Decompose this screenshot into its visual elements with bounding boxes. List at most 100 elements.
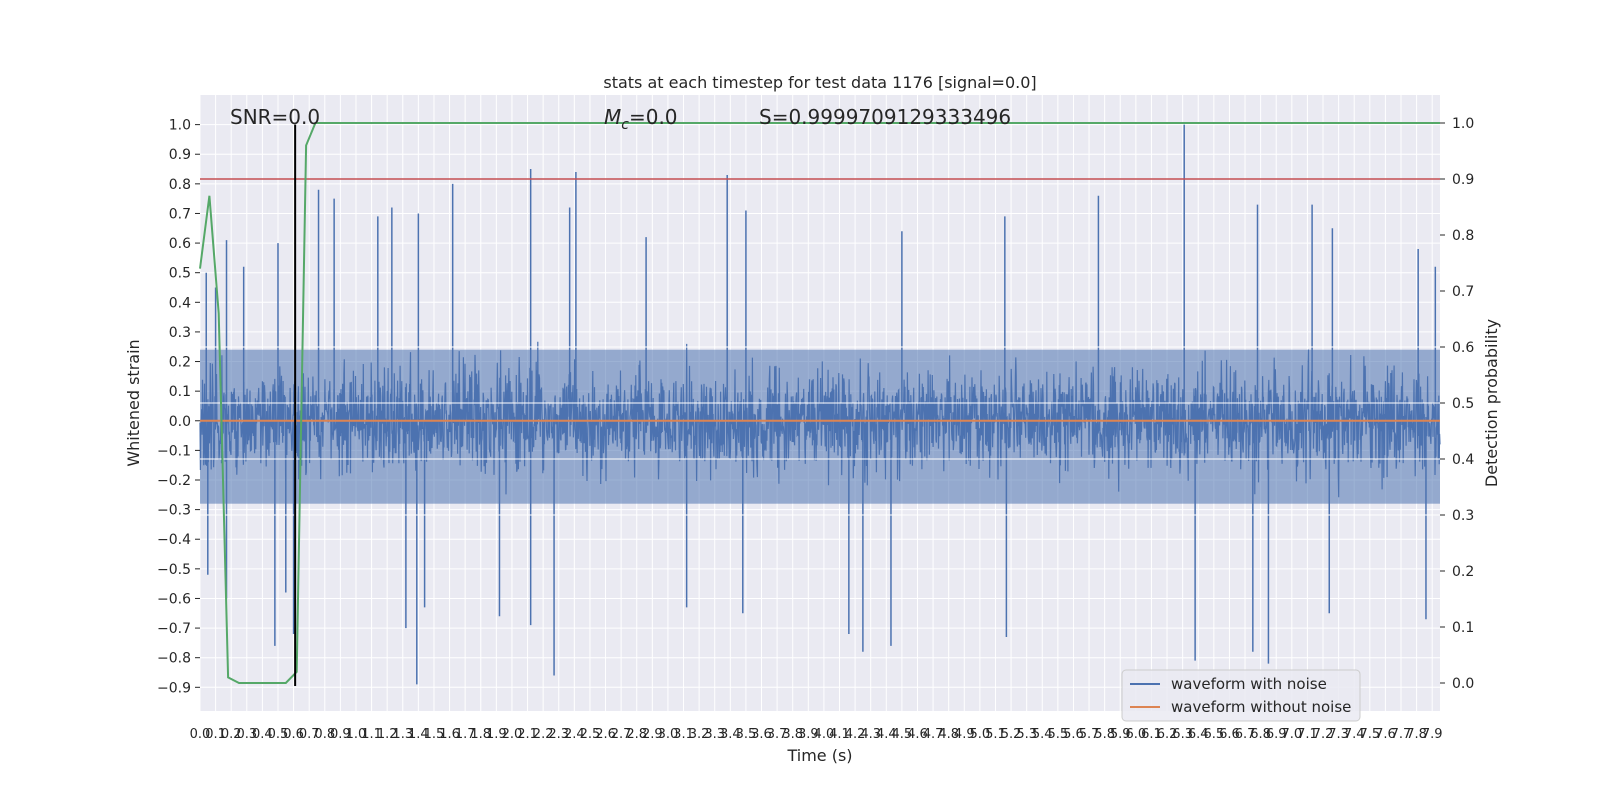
score-annotation: S=0.9999709129333496 <box>759 105 1011 129</box>
x-tick-label: 7.0 <box>1281 727 1302 742</box>
y-tick-label: −0.7 <box>157 621 191 637</box>
x-tick-label: 6.6 <box>1219 727 1240 742</box>
y2-tick-label: 0.1 <box>1452 620 1474 636</box>
y-axis-label: Whitened strain <box>124 339 143 466</box>
y-tick-label: −0.1 <box>157 443 191 459</box>
x-tick-label: 0.5 <box>268 727 289 742</box>
x-tick-label: 0.8 <box>314 727 335 742</box>
y-tick-label: −0.3 <box>157 503 191 519</box>
x-tick-label: 2.7 <box>611 727 632 742</box>
y-tick-label: 1.0 <box>169 118 191 134</box>
x-tick-label: 6.5 <box>1203 727 1224 742</box>
x-tick-label: 4.5 <box>892 727 913 742</box>
x-tick-label: 0.9 <box>330 727 351 742</box>
x-tick-label: 5.1 <box>985 727 1006 742</box>
y2-tick-label: 0.4 <box>1452 452 1474 468</box>
x-tick-label: 3.2 <box>689 727 710 742</box>
x-tick-label: 7.9 <box>1422 727 1443 742</box>
x-tick-label: 0.0 <box>190 727 211 742</box>
y-axis-ticks: −0.9 −0.8 −0.7 −0.6 −0.5 −0.4 −0.3 −0.2 −0.1 0.0 0… <box>157 118 200 696</box>
x-tick-label: 3.0 <box>658 727 679 742</box>
chirp-mass-subscript: c <box>621 117 629 133</box>
series-waveform-with-noise <box>199 124 1441 685</box>
x-tick-label: 3.8 <box>782 727 803 742</box>
x-tick-label: 0.3 <box>236 727 257 742</box>
x-tick-label: 2.5 <box>580 727 601 742</box>
x-tick-label: 1.5 <box>424 727 445 742</box>
x-tick-label: 2.8 <box>626 727 647 742</box>
legend-box <box>1121 669 1361 722</box>
x-tick-label: 4.2 <box>845 727 866 742</box>
y2-tick-label: 0.6 <box>1452 340 1474 356</box>
y-tick-label: −0.4 <box>157 532 191 548</box>
x-tick-label: 6.3 <box>1172 727 1193 742</box>
x-tick-label: 3.9 <box>798 727 819 742</box>
x-tick-label: 7.3 <box>1328 727 1349 742</box>
x-tick-label: 5.8 <box>1094 727 1115 742</box>
x-tick-label: 5.4 <box>1032 727 1053 742</box>
x-tick-label: 1.7 <box>455 727 476 742</box>
y2-tick-label: 0.9 <box>1452 172 1474 188</box>
snr-annotation: SNR=0.0 <box>230 105 320 129</box>
x-axis-label: Time (s) <box>786 746 852 765</box>
x-tick-label: 4.4 <box>876 727 897 742</box>
chirp-mass-symbol: M <box>604 105 621 129</box>
x-tick-label: 2.4 <box>564 727 585 742</box>
x-tick-label: 4.1 <box>829 727 850 742</box>
y-tick-label: 0.0 <box>169 414 191 430</box>
x-tick-label: 5.2 <box>1001 727 1022 742</box>
y-tick-label: 0.1 <box>169 384 191 400</box>
x-tick-label: 4.8 <box>938 727 959 742</box>
y2-axis-label: Detection probability <box>1482 319 1501 487</box>
x-tick-label: 2.1 <box>517 727 538 742</box>
x-tick-label: 3.1 <box>673 727 694 742</box>
y-tick-label: 0.4 <box>169 295 191 311</box>
y-tick-label: 0.8 <box>169 177 191 193</box>
x-tick-label: 3.7 <box>767 727 788 742</box>
x-axis-ticks: 0.00.10.20.30.40.50.60.70.80.91.01.11.21… <box>190 727 1443 742</box>
y-tick-label: 0.2 <box>169 355 191 371</box>
x-tick-label: 5.9 <box>1110 727 1131 742</box>
y2-tick-label: 0.3 <box>1452 508 1474 524</box>
x-tick-label: 4.6 <box>907 727 928 742</box>
y-tick-label: −0.6 <box>157 591 191 607</box>
y2-tick-label: 0.2 <box>1452 564 1474 580</box>
y-tick-label: 0.3 <box>169 325 191 341</box>
x-tick-label: 5.3 <box>1016 727 1037 742</box>
x-tick-label: 4.3 <box>860 727 881 742</box>
y-tick-label: −0.2 <box>157 473 191 489</box>
x-tick-label: 5.0 <box>970 727 991 742</box>
legend-label-waveform-without-noise: waveform without noise <box>1171 698 1351 716</box>
x-tick-label: 2.6 <box>595 727 616 742</box>
x-tick-label: 4.0 <box>814 727 835 742</box>
x-tick-label: 2.0 <box>502 727 523 742</box>
x-tick-label: 3.3 <box>704 727 725 742</box>
x-tick-label: 5.7 <box>1079 727 1100 742</box>
x-tick-label: 2.3 <box>548 727 569 742</box>
chirp-mass-annotation: Mc=0.0 <box>604 105 678 133</box>
x-tick-label: 2.9 <box>642 727 663 742</box>
waveform-with-noise-band <box>200 349 1440 504</box>
y-tick-label: −0.9 <box>157 680 191 696</box>
x-tick-label: 0.1 <box>205 727 226 742</box>
legend: waveform with noise waveform without noi… <box>1121 669 1361 722</box>
chirp-mass-value: =0.0 <box>629 105 678 129</box>
x-tick-label: 7.8 <box>1406 727 1427 742</box>
legend-label-waveform-with-noise: waveform with noise <box>1171 675 1327 693</box>
x-tick-label: 7.4 <box>1344 727 1365 742</box>
x-tick-label: 7.1 <box>1297 727 1318 742</box>
x-tick-label: 7.2 <box>1313 727 1334 742</box>
y2-tick-label: 1.0 <box>1452 116 1474 132</box>
series-lines <box>199 122 1440 686</box>
y-tick-label: −0.8 <box>157 651 191 667</box>
x-tick-label: 5.5 <box>1048 727 1069 742</box>
x-tick-label: 1.1 <box>361 727 382 742</box>
y-tick-label: 0.6 <box>169 236 191 252</box>
x-tick-label: 3.5 <box>736 727 757 742</box>
x-tick-label: 1.2 <box>377 727 398 742</box>
y-tick-label: −0.5 <box>157 562 191 578</box>
x-tick-label: 3.4 <box>720 727 741 742</box>
x-tick-label: 6.0 <box>1126 727 1147 742</box>
